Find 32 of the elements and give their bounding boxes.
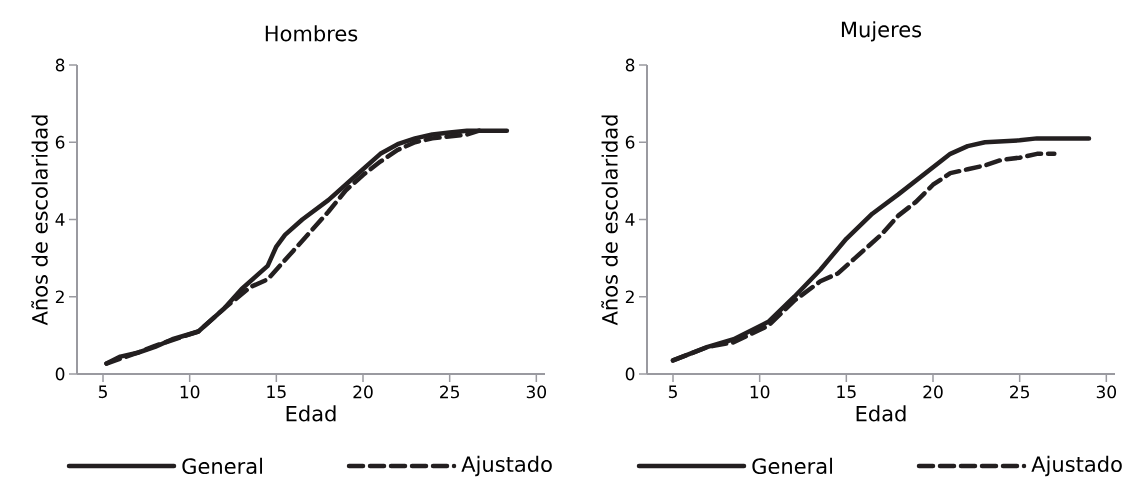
x-tick-label: 5	[98, 385, 107, 399]
y-tick-label: 4	[625, 213, 635, 226]
y-tick-label: 2	[625, 290, 634, 304]
x-tick-label: 30	[526, 385, 547, 399]
x-tick-label: 10	[180, 385, 200, 399]
y-tick-label: 0	[625, 367, 635, 381]
chart-title: Mujeres	[841, 21, 922, 42]
x-axis-title: Edad	[856, 405, 906, 422]
x-tick-label: 25	[1010, 385, 1029, 399]
x-tick-label: 5	[668, 385, 677, 399]
y-tick-label: 2	[55, 290, 64, 304]
x-tick-label: 20	[353, 385, 373, 399]
x-tick-label: 15	[267, 385, 286, 399]
y-axis-title: Años de escolaridad	[31, 115, 48, 326]
y-axis-title: Años de escolaridad	[601, 115, 618, 326]
chart-title: Hombres	[265, 25, 358, 42]
y-tick-label: 4	[55, 213, 65, 226]
y-tick-label: 6	[55, 135, 65, 149]
y-tick-label: 0	[55, 367, 65, 381]
x-tick-label: 10	[750, 385, 770, 399]
y-tick-label: 8	[55, 58, 65, 72]
legend-label: Ajustado	[1031, 455, 1122, 477]
x-tick-label: 30	[1096, 385, 1117, 399]
legend-label: General	[182, 457, 262, 475]
y-tick-label: 6	[625, 135, 635, 149]
x-axis-title: Edad	[286, 405, 336, 422]
x-tick-label: 20	[923, 385, 943, 399]
y-tick-label: 8	[625, 58, 635, 72]
x-tick-label: 15	[837, 385, 856, 399]
legend-label: General	[752, 457, 832, 475]
legend-label: Ajustado	[461, 455, 552, 477]
x-tick-label: 25	[440, 385, 459, 399]
